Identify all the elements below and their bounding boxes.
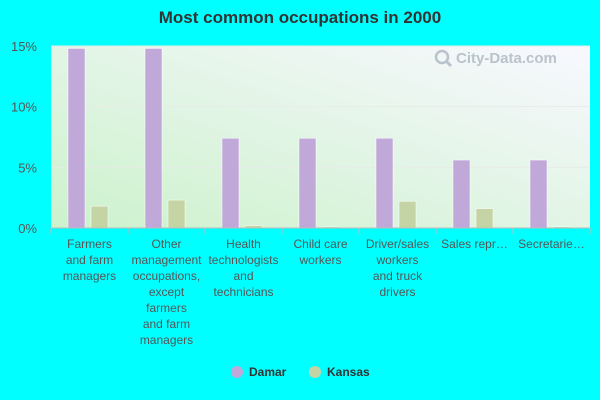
x-category-label: technologists — [208, 253, 278, 267]
watermark-text: City-Data.com — [456, 50, 557, 67]
x-category-label: and farm — [143, 317, 190, 331]
x-category-label: drivers — [379, 285, 415, 299]
search-icon-handle — [444, 59, 453, 68]
x-category-label: technicians — [213, 285, 273, 299]
x-category-label: and — [233, 269, 253, 283]
x-category-label: Other — [151, 237, 181, 251]
x-category-label: except — [149, 285, 185, 299]
bar-kansas — [90, 205, 109, 229]
chart-title: Most common occupations in 2000 — [158, 8, 442, 27]
legend-label-kansas: Kansas — [327, 365, 370, 379]
y-tick-label: 10% — [11, 100, 37, 115]
x-category-label: workers — [375, 253, 418, 267]
x-category-label: and farm — [66, 253, 113, 267]
y-tick-label: 5% — [18, 160, 37, 175]
bar-kansas — [398, 201, 417, 229]
gridlines — [51, 45, 590, 168]
x-category-label: managers — [63, 269, 116, 283]
x-category-label: occupations, — [133, 269, 200, 283]
y-tick-label: 15% — [11, 39, 37, 54]
legend: Damar Kansas — [231, 365, 370, 379]
plot-area — [51, 46, 590, 228]
x-category-label: management — [131, 253, 202, 267]
bar-kansas — [167, 199, 186, 229]
bar-damar — [452, 159, 471, 229]
bar-damar — [67, 48, 86, 229]
y-tick-label: 0% — [18, 221, 37, 236]
watermark-search-icon — [434, 49, 453, 68]
axis-labels: 0% 5% 10% 15% Farmers and farm managers Other ma… — [11, 39, 585, 347]
x-category-label: Child care — [293, 237, 347, 251]
x-category-label: workers — [298, 253, 341, 267]
bar-damar — [221, 137, 240, 229]
x-category-label: managers — [140, 333, 193, 347]
bar-damar — [529, 159, 548, 229]
bar-damar — [298, 137, 317, 229]
bar-kansas — [475, 208, 494, 229]
legend-marker-damar — [231, 366, 243, 378]
x-category-label: Sales repr… — [441, 237, 508, 251]
search-icon — [434, 49, 450, 65]
axes — [50, 227, 591, 234]
x-category-label: farmers — [146, 301, 187, 315]
bar-damar — [144, 48, 163, 229]
bar-damar — [375, 137, 394, 229]
x-category-label: Driver/sales — [366, 237, 429, 251]
watermark: City-Data.com — [434, 49, 557, 68]
bars — [67, 48, 571, 229]
legend-marker-kansas — [309, 366, 321, 378]
x-category-label: and truck — [373, 269, 423, 283]
x-category-label: Secretarie… — [518, 237, 585, 251]
x-category-label: Health — [226, 237, 261, 251]
legend-label-damar: Damar — [249, 365, 287, 379]
x-category-label: Farmers — [67, 237, 112, 251]
